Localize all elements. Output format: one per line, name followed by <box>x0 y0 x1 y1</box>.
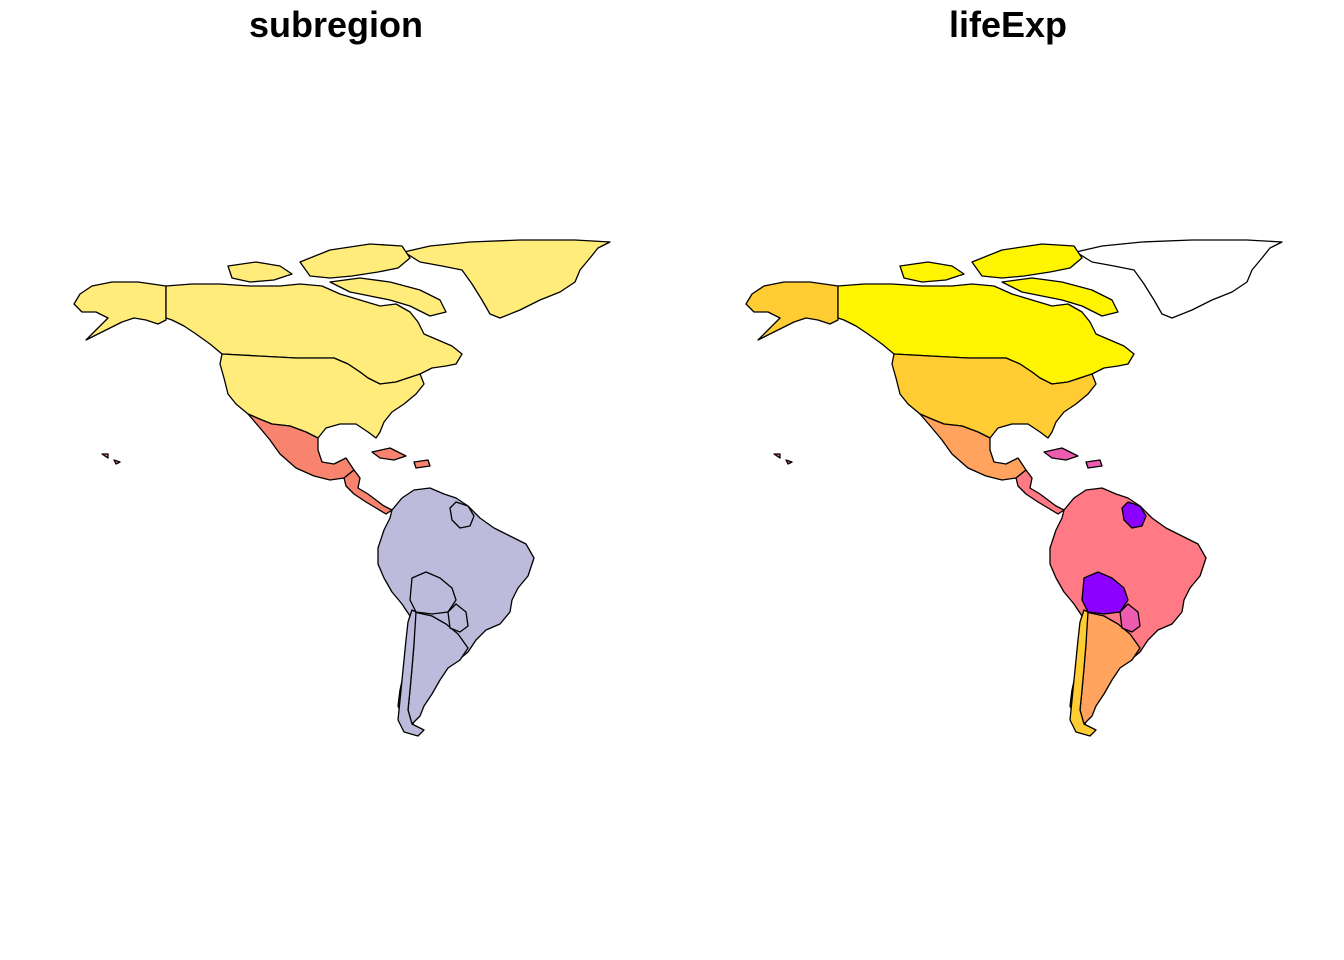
region-chile <box>397 609 425 737</box>
region-guianas <box>1121 501 1147 529</box>
choropleth-map-lifeexp <box>745 239 1283 737</box>
region-arctic-islands <box>899 243 1119 317</box>
region-guianas <box>449 501 475 529</box>
choropleth-map-subregion <box>73 239 611 737</box>
region-arctic-islands <box>227 243 447 317</box>
region-mexico <box>919 413 1027 481</box>
map-panel-subregion: subregion <box>73 4 611 737</box>
panel-title: subregion <box>248 4 423 45</box>
region-chile <box>1069 609 1097 737</box>
region-greenland <box>1075 239 1283 319</box>
region-greenland <box>403 239 611 319</box>
region-mexico <box>247 413 355 481</box>
region-paraguay <box>1119 603 1141 633</box>
region-bolivia <box>409 571 457 615</box>
map-panel-lifeexp: lifeExp <box>672 0 1344 960</box>
region-central-america <box>1015 469 1065 515</box>
region-central-america <box>343 469 393 515</box>
panel-title: lifeExp <box>948 4 1068 45</box>
region-caribbean <box>101 447 431 469</box>
region-alaska <box>73 281 167 341</box>
region-bolivia <box>1081 571 1129 615</box>
region-paraguay <box>447 603 469 633</box>
region-caribbean <box>773 447 1103 469</box>
region-alaska <box>745 281 839 341</box>
